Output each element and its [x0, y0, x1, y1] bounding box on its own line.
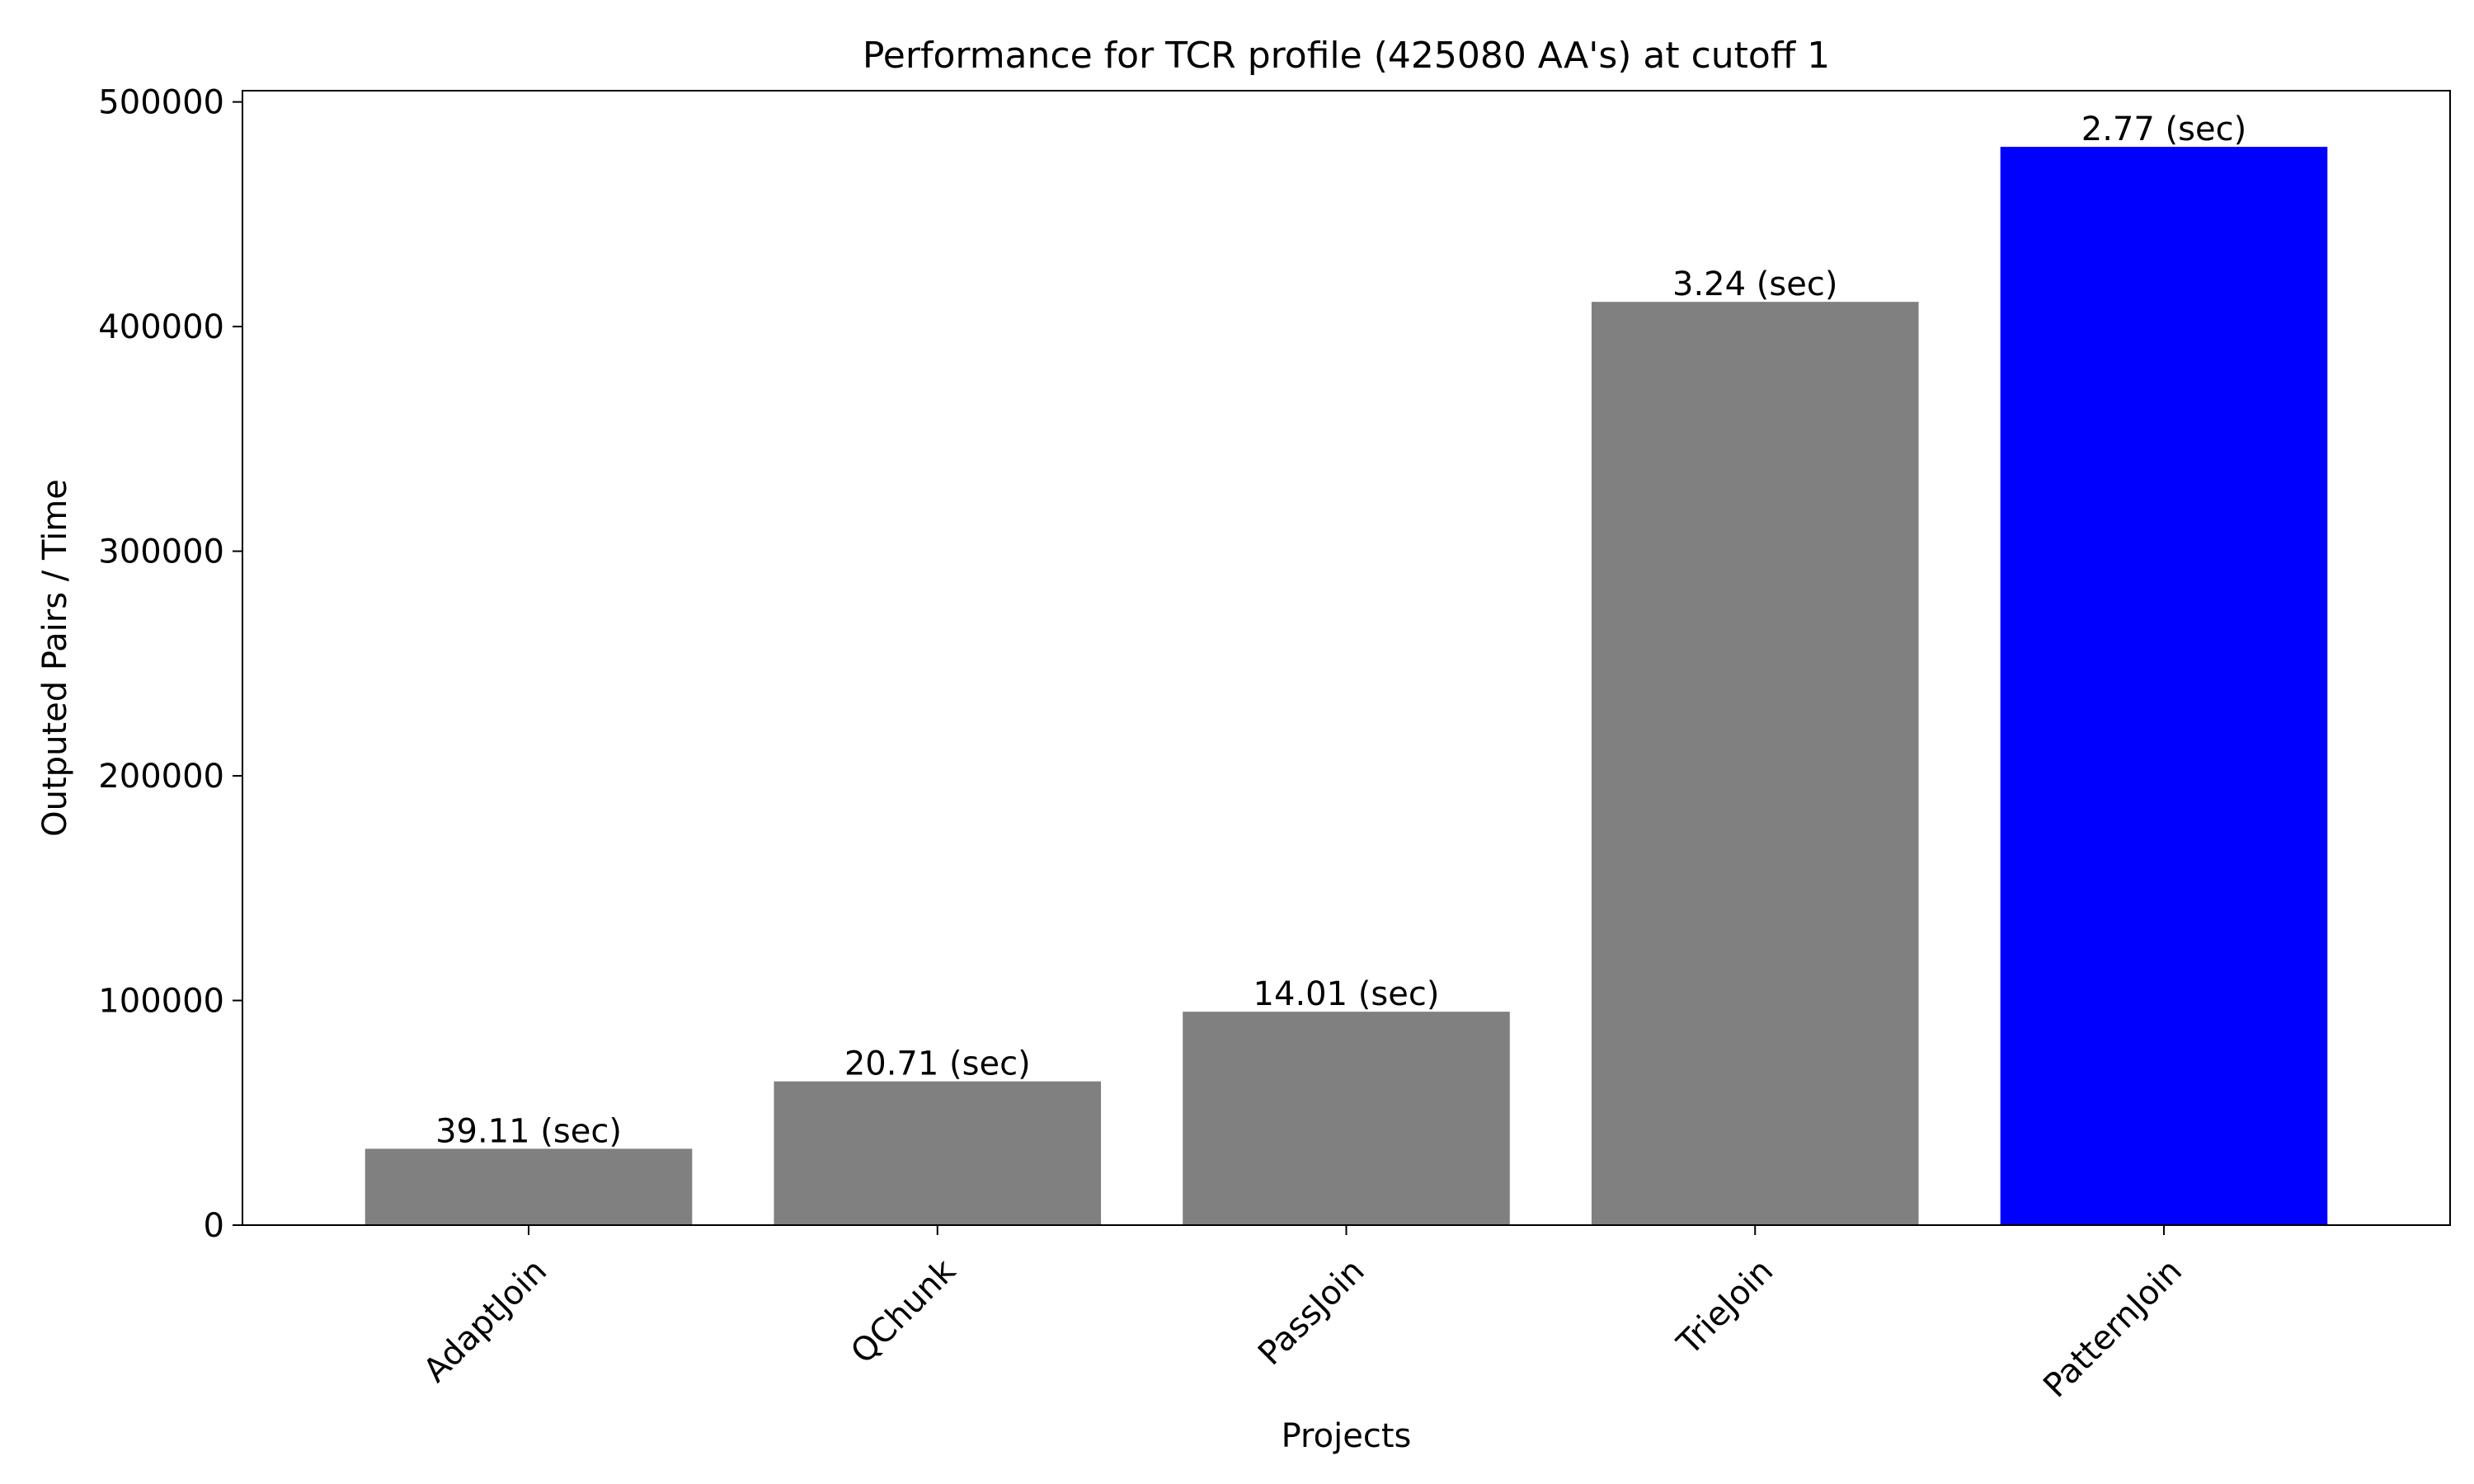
bar-label-triejoin: 3.24 (sec): [1672, 265, 1837, 303]
bar-label-patternjoin: 2.77 (sec): [2081, 110, 2246, 148]
y-axis: 0 100000 200000 300000 400000 500000: [98, 84, 242, 1245]
y-tick-label: 100000: [98, 983, 224, 1021]
bar-triejoin: [1591, 302, 1919, 1226]
bar-patternjoin: [2000, 147, 2328, 1226]
bar-label-adaptjoin: 39.11 (sec): [435, 1112, 622, 1150]
bar-passjoin: [1183, 1012, 1510, 1225]
chart-title: Performance for TCR profile (425080 AA's…: [863, 35, 1830, 77]
bar-labels-layer: 39.11 (sec) 20.71 (sec) 14.01 (sec) 3.24 (s…: [435, 110, 2246, 1150]
bar-label-passjoin: 14.01 (sec): [1253, 975, 1440, 1013]
y-axis-label: Outputed Pairs / Time: [36, 479, 74, 837]
y-tick-label: 0: [204, 1207, 224, 1245]
x-axis-label: Projects: [1282, 1417, 1412, 1455]
bar-adaptjoin: [365, 1148, 693, 1225]
y-tick-label: 500000: [98, 84, 224, 122]
bar-label-qchunk: 20.71 (sec): [844, 1045, 1031, 1083]
y-tick-label: 300000: [98, 533, 224, 571]
y-tick-label: 400000: [98, 308, 224, 346]
y-tick-label: 200000: [98, 758, 224, 796]
bars-layer: [365, 147, 2328, 1226]
bar-qchunk: [774, 1081, 1102, 1225]
